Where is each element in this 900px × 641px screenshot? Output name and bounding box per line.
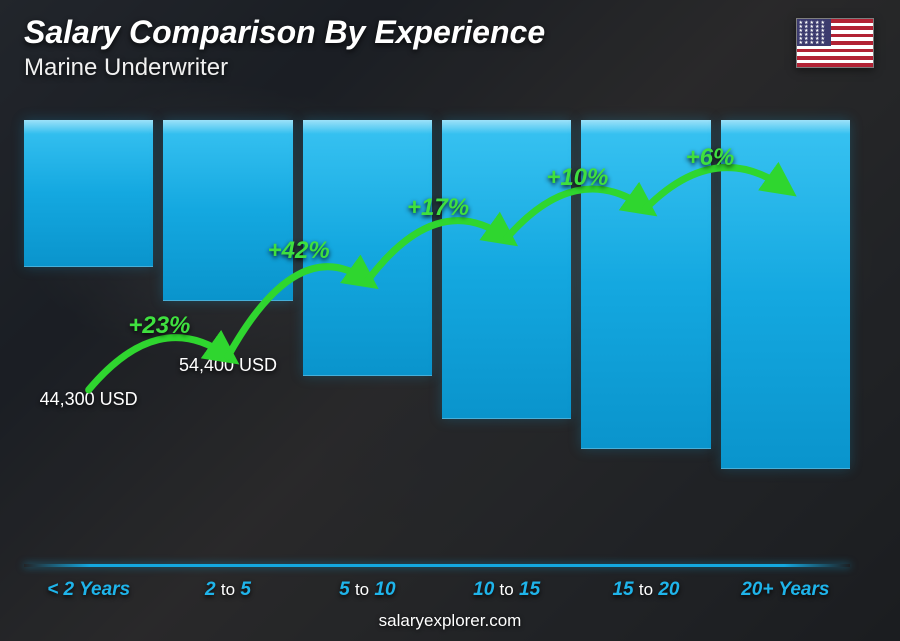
bar-slot: 77,100 USD xyxy=(303,120,432,567)
x-axis-label: 10 to 15 xyxy=(442,579,571,601)
x-axis-labels: < 2 Years 2 to 5 5 to 10 10 to 15 15 to 20 20… xyxy=(24,579,850,601)
bar-slot: 44,300 USD xyxy=(24,120,153,567)
chart-subtitle: Marine Underwriter xyxy=(24,54,228,82)
chart-title: Salary Comparison By Experience xyxy=(24,14,545,51)
x-axis-label: 20+ Years xyxy=(721,579,850,601)
bar-slot: 54,400 USD xyxy=(163,120,292,567)
bar xyxy=(303,120,432,376)
x-axis-label: 5 to 10 xyxy=(303,579,432,601)
bar-slot: 90,000 USD xyxy=(442,120,571,567)
bar-value-label: 44,300 USD xyxy=(40,389,138,410)
bar xyxy=(24,120,153,267)
bar-value-label: 54,400 USD xyxy=(179,355,277,376)
source-attribution: salaryexplorer.com xyxy=(0,611,900,631)
bar xyxy=(163,120,292,301)
bar-chart: 44,300 USD 54,400 USD 77,100 USD90,000 USD… xyxy=(24,120,850,567)
bar xyxy=(581,120,710,449)
bar-slot: 99,000 USD xyxy=(581,120,710,567)
bar-slot: 105,000 USD xyxy=(721,120,850,567)
flag-icon: ★★★★★★★★★★★★★★★★★★★★★★★★★★★★★★ xyxy=(796,18,874,68)
chart-baseline xyxy=(24,564,850,567)
x-axis-label: 15 to 20 xyxy=(581,579,710,601)
x-axis-label: < 2 Years xyxy=(24,579,153,601)
bar xyxy=(721,120,850,469)
x-axis-label: 2 to 5 xyxy=(163,579,292,601)
infographic-canvas: Salary Comparison By Experience Marine U… xyxy=(0,0,900,641)
bar xyxy=(442,120,571,419)
